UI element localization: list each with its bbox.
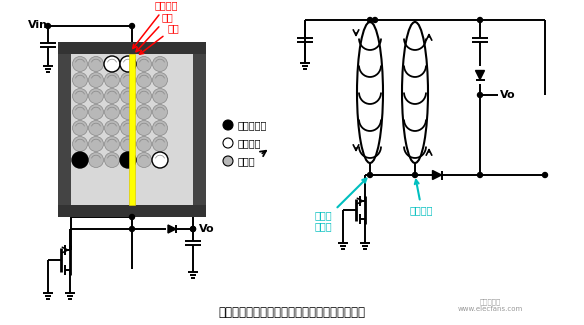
Circle shape bbox=[105, 88, 120, 103]
Circle shape bbox=[120, 88, 135, 103]
Circle shape bbox=[478, 173, 482, 177]
Circle shape bbox=[89, 152, 103, 167]
Circle shape bbox=[89, 136, 103, 151]
Circle shape bbox=[89, 57, 103, 72]
Circle shape bbox=[89, 105, 103, 120]
Bar bbox=[58, 205, 206, 217]
Circle shape bbox=[120, 72, 135, 87]
Circle shape bbox=[120, 105, 135, 120]
Circle shape bbox=[223, 138, 233, 148]
Circle shape bbox=[137, 136, 151, 151]
Circle shape bbox=[72, 88, 88, 103]
Circle shape bbox=[137, 88, 151, 103]
Circle shape bbox=[152, 72, 168, 87]
Circle shape bbox=[72, 72, 88, 87]
Circle shape bbox=[130, 23, 134, 29]
Circle shape bbox=[120, 136, 135, 151]
Text: 绕组末端: 绕组末端 bbox=[238, 138, 262, 148]
Circle shape bbox=[46, 23, 50, 29]
Circle shape bbox=[152, 136, 168, 151]
Circle shape bbox=[152, 152, 168, 168]
Text: 绝缘胶带: 绝缘胶带 bbox=[133, 0, 179, 48]
Text: 电子发烧友
www.elecfans.com: 电子发烧友 www.elecfans.com bbox=[457, 298, 523, 312]
Circle shape bbox=[72, 57, 88, 72]
Circle shape bbox=[412, 173, 418, 177]
Circle shape bbox=[190, 227, 196, 231]
Circle shape bbox=[223, 120, 233, 130]
Circle shape bbox=[137, 57, 151, 72]
Circle shape bbox=[152, 105, 168, 120]
Text: 静默端: 静默端 bbox=[238, 156, 256, 166]
Circle shape bbox=[152, 57, 168, 72]
Circle shape bbox=[72, 105, 88, 120]
Circle shape bbox=[105, 152, 120, 167]
Circle shape bbox=[120, 56, 136, 72]
Circle shape bbox=[367, 173, 373, 177]
Polygon shape bbox=[168, 225, 176, 233]
Text: Vo: Vo bbox=[500, 90, 516, 100]
Ellipse shape bbox=[357, 22, 383, 163]
Text: 绕组起始端: 绕组起始端 bbox=[238, 120, 267, 130]
Text: 绕线顺序: 绕线顺序 bbox=[410, 180, 433, 215]
Circle shape bbox=[72, 136, 88, 151]
Bar bbox=[193, 54, 206, 205]
Circle shape bbox=[120, 121, 135, 136]
Text: 骨架: 骨架 bbox=[140, 23, 180, 54]
Circle shape bbox=[104, 56, 120, 72]
Circle shape bbox=[72, 152, 88, 168]
Circle shape bbox=[89, 72, 103, 87]
Text: 变压器
起始端: 变压器 起始端 bbox=[315, 179, 366, 232]
Text: Vo: Vo bbox=[199, 224, 215, 234]
Bar bbox=[58, 42, 206, 54]
Polygon shape bbox=[475, 71, 485, 80]
Polygon shape bbox=[433, 171, 442, 179]
Bar bbox=[58, 54, 71, 205]
Circle shape bbox=[478, 93, 482, 97]
Circle shape bbox=[130, 214, 134, 219]
Circle shape bbox=[120, 152, 136, 168]
Circle shape bbox=[137, 72, 151, 87]
Circle shape bbox=[373, 18, 377, 22]
Circle shape bbox=[152, 88, 168, 103]
Circle shape bbox=[367, 18, 373, 22]
Text: Vin: Vin bbox=[28, 20, 48, 30]
Circle shape bbox=[72, 121, 88, 136]
Circle shape bbox=[190, 227, 196, 231]
Circle shape bbox=[478, 18, 482, 22]
Circle shape bbox=[137, 121, 151, 136]
Circle shape bbox=[105, 105, 120, 120]
Circle shape bbox=[89, 121, 103, 136]
Circle shape bbox=[223, 156, 233, 166]
Circle shape bbox=[543, 173, 548, 177]
Circle shape bbox=[105, 72, 120, 87]
Circle shape bbox=[89, 88, 103, 103]
Circle shape bbox=[130, 227, 134, 231]
Circle shape bbox=[105, 136, 120, 151]
Text: 挡墙: 挡墙 bbox=[136, 12, 174, 52]
Circle shape bbox=[137, 105, 151, 120]
Circle shape bbox=[137, 152, 151, 167]
Ellipse shape bbox=[402, 22, 428, 163]
Circle shape bbox=[152, 121, 168, 136]
Text: 绕制一次侧和二次侧绕组时骨架的旋转方向相同: 绕制一次侧和二次侧绕组时骨架的旋转方向相同 bbox=[218, 306, 366, 318]
Bar bbox=[71, 54, 193, 205]
Bar bbox=[129, 54, 135, 205]
Circle shape bbox=[105, 121, 120, 136]
